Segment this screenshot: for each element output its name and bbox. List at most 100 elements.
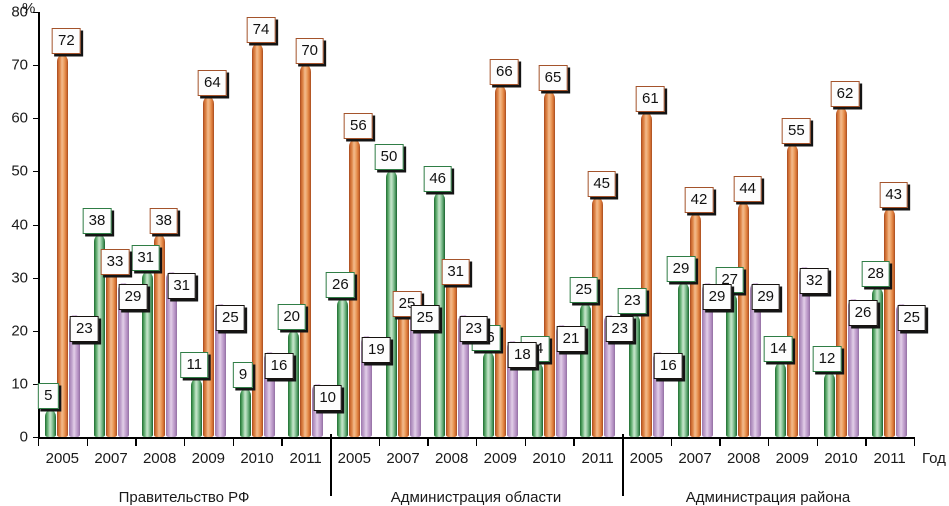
bar (336, 298, 348, 437)
value-label: 11 (180, 351, 209, 378)
y-tick-mark (33, 224, 39, 226)
value-label: 61 (635, 85, 665, 112)
group-title: Администрация области (390, 489, 562, 506)
x-tick-mark (573, 437, 575, 446)
y-tick-label: 10 (11, 375, 28, 393)
value-label: 42 (684, 186, 714, 213)
y-tick-mark (33, 330, 39, 332)
value-label: 12 (812, 346, 842, 373)
bar (446, 272, 458, 437)
bar (689, 213, 701, 437)
value-label: 10 (313, 384, 342, 411)
value-label: 20 (277, 303, 306, 330)
bar (434, 192, 446, 437)
group-divider (622, 434, 624, 496)
value-label: 23 (617, 287, 647, 314)
bar (190, 378, 202, 437)
y-tick-label: 50 (11, 162, 28, 180)
bar (105, 261, 117, 437)
x-tick-label: 2007 (678, 450, 712, 467)
bar (555, 325, 567, 437)
y-axis-line (38, 12, 40, 437)
value-label: 23 (459, 315, 488, 342)
x-tick-label: 2008 (434, 450, 469, 467)
y-tick-label: 40 (11, 216, 28, 233)
bar (154, 235, 166, 437)
x-tick-mark (86, 437, 89, 446)
x-tick-mark (524, 437, 527, 446)
bar (872, 288, 884, 437)
x-tick-mark (914, 437, 916, 446)
y-tick-label: 0 (19, 428, 28, 446)
bar (458, 314, 470, 437)
bar (798, 267, 810, 437)
bar (251, 43, 263, 437)
y-tick-mark (33, 277, 39, 279)
value-label: 29 (751, 283, 780, 310)
value-label: 5 (38, 383, 59, 410)
x-tick-label: 2010 (532, 450, 566, 467)
bar (580, 304, 592, 437)
bar (506, 341, 518, 437)
bar (677, 282, 689, 437)
bar (385, 171, 397, 437)
bar (640, 112, 652, 437)
value-label: 31 (441, 259, 470, 286)
y-tick-mark (33, 171, 39, 173)
y-tick-label: 70 (11, 56, 28, 74)
x-tick-mark (768, 437, 770, 446)
bar (628, 314, 640, 437)
x-axis-title: Год (922, 450, 946, 467)
y-tick-label: 80 (11, 3, 28, 21)
group-title: Правительство РФ (118, 489, 250, 506)
bar (397, 304, 409, 437)
bar (288, 330, 300, 437)
value-label: 29 (118, 283, 148, 310)
value-label: 26 (848, 299, 878, 326)
bar (543, 91, 555, 437)
value-label: 70 (295, 38, 324, 65)
value-label: 72 (51, 27, 81, 54)
x-tick-label: 2005 (337, 450, 372, 467)
bar (835, 107, 847, 437)
x-tick-mark (232, 437, 235, 446)
bar (786, 144, 798, 437)
y-axis-unit-label: % (22, 0, 36, 17)
value-label: 25 (569, 277, 598, 304)
x-tick-mark (38, 437, 40, 446)
y-tick-mark (33, 65, 39, 67)
value-label: 74 (246, 16, 276, 43)
value-label: 38 (149, 208, 178, 235)
bar (166, 272, 178, 437)
bar (847, 298, 859, 437)
value-label: 16 (653, 353, 683, 379)
x-tick-mark (135, 437, 137, 446)
value-label: 62 (830, 80, 860, 107)
x-tick-mark (476, 437, 478, 446)
y-tick-mark (33, 437, 39, 438)
x-tick-mark (719, 437, 721, 446)
value-label: 32 (799, 268, 829, 294)
x-tick-mark (427, 437, 429, 446)
x-tick-label: 2009 (191, 450, 226, 467)
value-label: 43 (879, 181, 908, 208)
y-tick-mark (33, 383, 39, 385)
bar (896, 304, 908, 437)
x-tick-label: 2011 (581, 450, 614, 467)
bar (726, 293, 738, 437)
bar (300, 65, 312, 437)
value-label: 50 (374, 144, 404, 171)
bar (701, 282, 713, 437)
value-label: 25 (897, 305, 926, 332)
bar (214, 304, 226, 437)
y-tick-label: 30 (11, 269, 28, 287)
value-label: 33 (100, 248, 130, 275)
x-tick-label: 2007 (94, 450, 128, 467)
bar (774, 362, 786, 437)
y-tick-mark (33, 12, 39, 13)
y-tick-mark (33, 118, 39, 120)
value-label: 16 (264, 353, 294, 379)
x-tick-label: 2005 (629, 450, 664, 467)
x-tick-mark (184, 437, 186, 446)
